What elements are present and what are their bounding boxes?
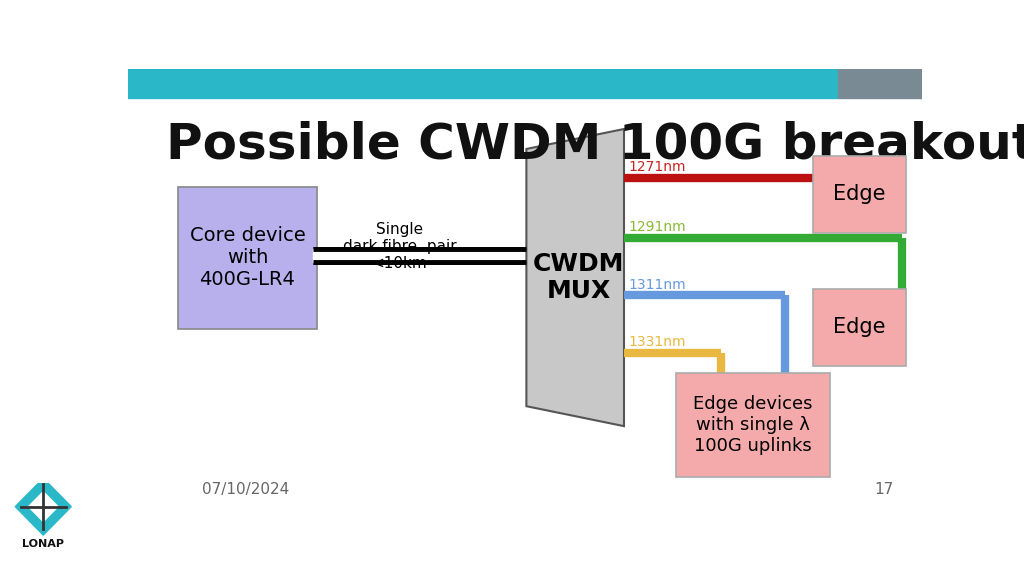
FancyBboxPatch shape (676, 373, 830, 477)
Text: Edge: Edge (834, 184, 886, 204)
Text: Edge: Edge (834, 317, 886, 338)
Polygon shape (526, 129, 624, 426)
FancyBboxPatch shape (178, 187, 316, 328)
Text: CWDM
MUX: CWDM MUX (534, 252, 625, 304)
Text: 1331nm: 1331nm (628, 335, 685, 349)
Text: Single
dark fibre  pair
<10km: Single dark fibre pair <10km (343, 222, 457, 271)
Bar (128, 69, 839, 98)
FancyBboxPatch shape (813, 289, 905, 366)
Text: 07/10/2024: 07/10/2024 (202, 482, 289, 497)
Text: 17: 17 (874, 482, 894, 497)
Text: Possible CWDM 100G breakout architecture: Possible CWDM 100G breakout architecture (166, 120, 1024, 168)
Text: Edge devices
with single λ
100G uplinks: Edge devices with single λ 100G uplinks (693, 395, 813, 455)
Text: LONAP: LONAP (23, 539, 65, 549)
Polygon shape (15, 478, 72, 535)
Text: 1271nm: 1271nm (628, 160, 685, 174)
Text: 1291nm: 1291nm (628, 220, 686, 234)
Text: 1311nm: 1311nm (628, 278, 686, 291)
Polygon shape (29, 492, 58, 522)
Text: Core device
with
400G-LR4: Core device with 400G-LR4 (189, 226, 305, 289)
Bar (839, 69, 922, 98)
FancyBboxPatch shape (813, 156, 905, 233)
